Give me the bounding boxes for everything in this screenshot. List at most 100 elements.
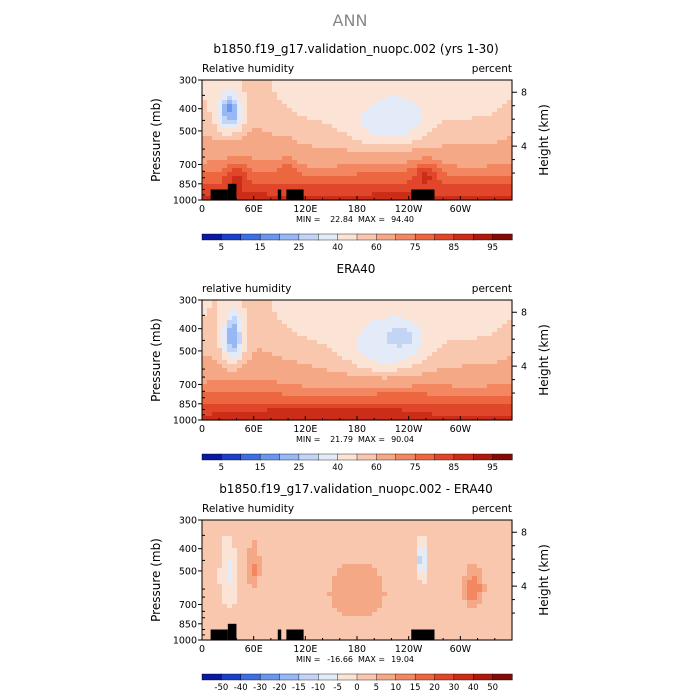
heatmap-cell	[437, 384, 443, 389]
heatmap-cell	[267, 392, 273, 397]
heatmap-cell	[357, 400, 363, 405]
heatmap-cell	[382, 132, 388, 137]
heatmap-cell	[327, 336, 333, 341]
heatmap-cell	[462, 192, 468, 197]
heatmap-cell	[262, 588, 268, 593]
heatmap-cell	[322, 624, 328, 629]
heatmap-cell	[202, 532, 208, 537]
heatmap-cell	[222, 340, 228, 345]
heatmap-cell	[347, 328, 353, 333]
heatmap-cell	[477, 120, 483, 125]
heatmap-cell	[307, 620, 313, 625]
heatmap-cell	[222, 392, 228, 397]
heatmap-cell	[277, 612, 283, 617]
colorbar-swatch	[395, 233, 416, 241]
heatmap-cell	[267, 632, 273, 637]
heatmap-cell	[227, 112, 233, 117]
heatmap-cell	[322, 92, 328, 97]
heatmap-cell	[457, 180, 463, 185]
heatmap-cell	[317, 180, 323, 185]
heatmap-cell	[272, 364, 278, 369]
heatmap-cell	[237, 360, 243, 365]
heatmap-cell	[252, 636, 258, 641]
heatmap-cell	[402, 392, 408, 397]
heatmap-cell	[282, 180, 288, 185]
heatmap-cell	[482, 156, 488, 161]
heatmap-cell	[327, 544, 333, 549]
heatmap-cell	[397, 152, 403, 157]
heatmap-cell	[202, 412, 208, 417]
heatmap-cell	[212, 608, 218, 613]
heatmap-cell	[342, 196, 348, 201]
heatmap-cell	[347, 540, 353, 545]
heatmap-cell	[432, 100, 438, 105]
heatmap-cell	[207, 128, 213, 133]
heatmap-cell	[272, 340, 278, 345]
heatmap-cell	[297, 344, 303, 349]
heatmap-cell	[362, 596, 368, 601]
colorbar-label: 75	[410, 463, 421, 473]
heatmap-cell	[217, 104, 223, 109]
heatmap-cell	[492, 168, 498, 173]
heatmap-cell	[327, 104, 333, 109]
heatmap-cell	[282, 144, 288, 149]
heatmap-cell	[222, 300, 228, 305]
heatmap-cell	[487, 100, 493, 105]
heatmap-cell	[312, 352, 318, 357]
heatmap-cell	[297, 156, 303, 161]
heatmap-cell	[302, 404, 308, 409]
heatmap-cell	[282, 84, 288, 89]
heatmap-cell	[277, 380, 283, 385]
heatmap-cell	[302, 372, 308, 377]
heatmap-cell	[497, 188, 503, 193]
left-label: Relative humidity	[202, 503, 294, 515]
heatmap-cell	[327, 580, 333, 585]
heatmap-cell	[417, 324, 423, 329]
heatmap-cell	[247, 392, 253, 397]
heatmap-cell	[207, 528, 213, 533]
heatmap-cell	[507, 368, 513, 373]
heatmap-cell	[382, 320, 388, 325]
heatmap-cell	[487, 160, 493, 165]
heatmap-cell	[272, 120, 278, 125]
heatmap-cell	[297, 144, 303, 149]
heatmap-cell	[222, 316, 228, 321]
panel-1: b1850.f19_g17.validation_nuopc.002 (yrs …	[149, 42, 551, 253]
heatmap-cell	[487, 304, 493, 309]
heatmap-cell	[302, 344, 308, 349]
heatmap-cell	[467, 396, 473, 401]
heatmap-cell	[427, 412, 433, 417]
heatmap-cell	[287, 552, 293, 557]
heatmap-cell	[497, 360, 503, 365]
heatmap-cell	[452, 124, 458, 129]
heatmap-cell	[317, 168, 323, 173]
heatmap-cell	[287, 320, 293, 325]
heatmap-cell	[247, 600, 253, 605]
heatmap-cell	[327, 96, 333, 101]
heatmap-cell	[297, 368, 303, 373]
heatmap-cell	[472, 80, 478, 85]
heatmap-cell	[482, 344, 488, 349]
heatmap-cell	[217, 580, 223, 585]
heatmap-cell	[332, 592, 338, 597]
heatmap-cell	[402, 336, 408, 341]
heatmap-cell	[237, 168, 243, 173]
heatmap-cell	[257, 124, 263, 129]
heatmap-cell	[282, 148, 288, 153]
heatmap-cell	[437, 376, 443, 381]
heatmap-cell	[202, 320, 208, 325]
heatmap-cell	[247, 596, 253, 601]
heatmap-cell	[262, 600, 268, 605]
heatmap-cell	[437, 176, 443, 181]
heatmap-cell	[497, 356, 503, 361]
heatmap-cell	[237, 548, 243, 553]
heatmap-cell	[317, 308, 323, 313]
heatmap-cell	[477, 184, 483, 189]
heatmap-cell	[382, 136, 388, 141]
heatmap-cell	[262, 332, 268, 337]
heatmap-cell	[282, 104, 288, 109]
heatmap-cell	[367, 404, 373, 409]
heatmap-cell	[407, 332, 413, 337]
heatmap-cell	[257, 600, 263, 605]
heatmap-cell	[402, 340, 408, 345]
